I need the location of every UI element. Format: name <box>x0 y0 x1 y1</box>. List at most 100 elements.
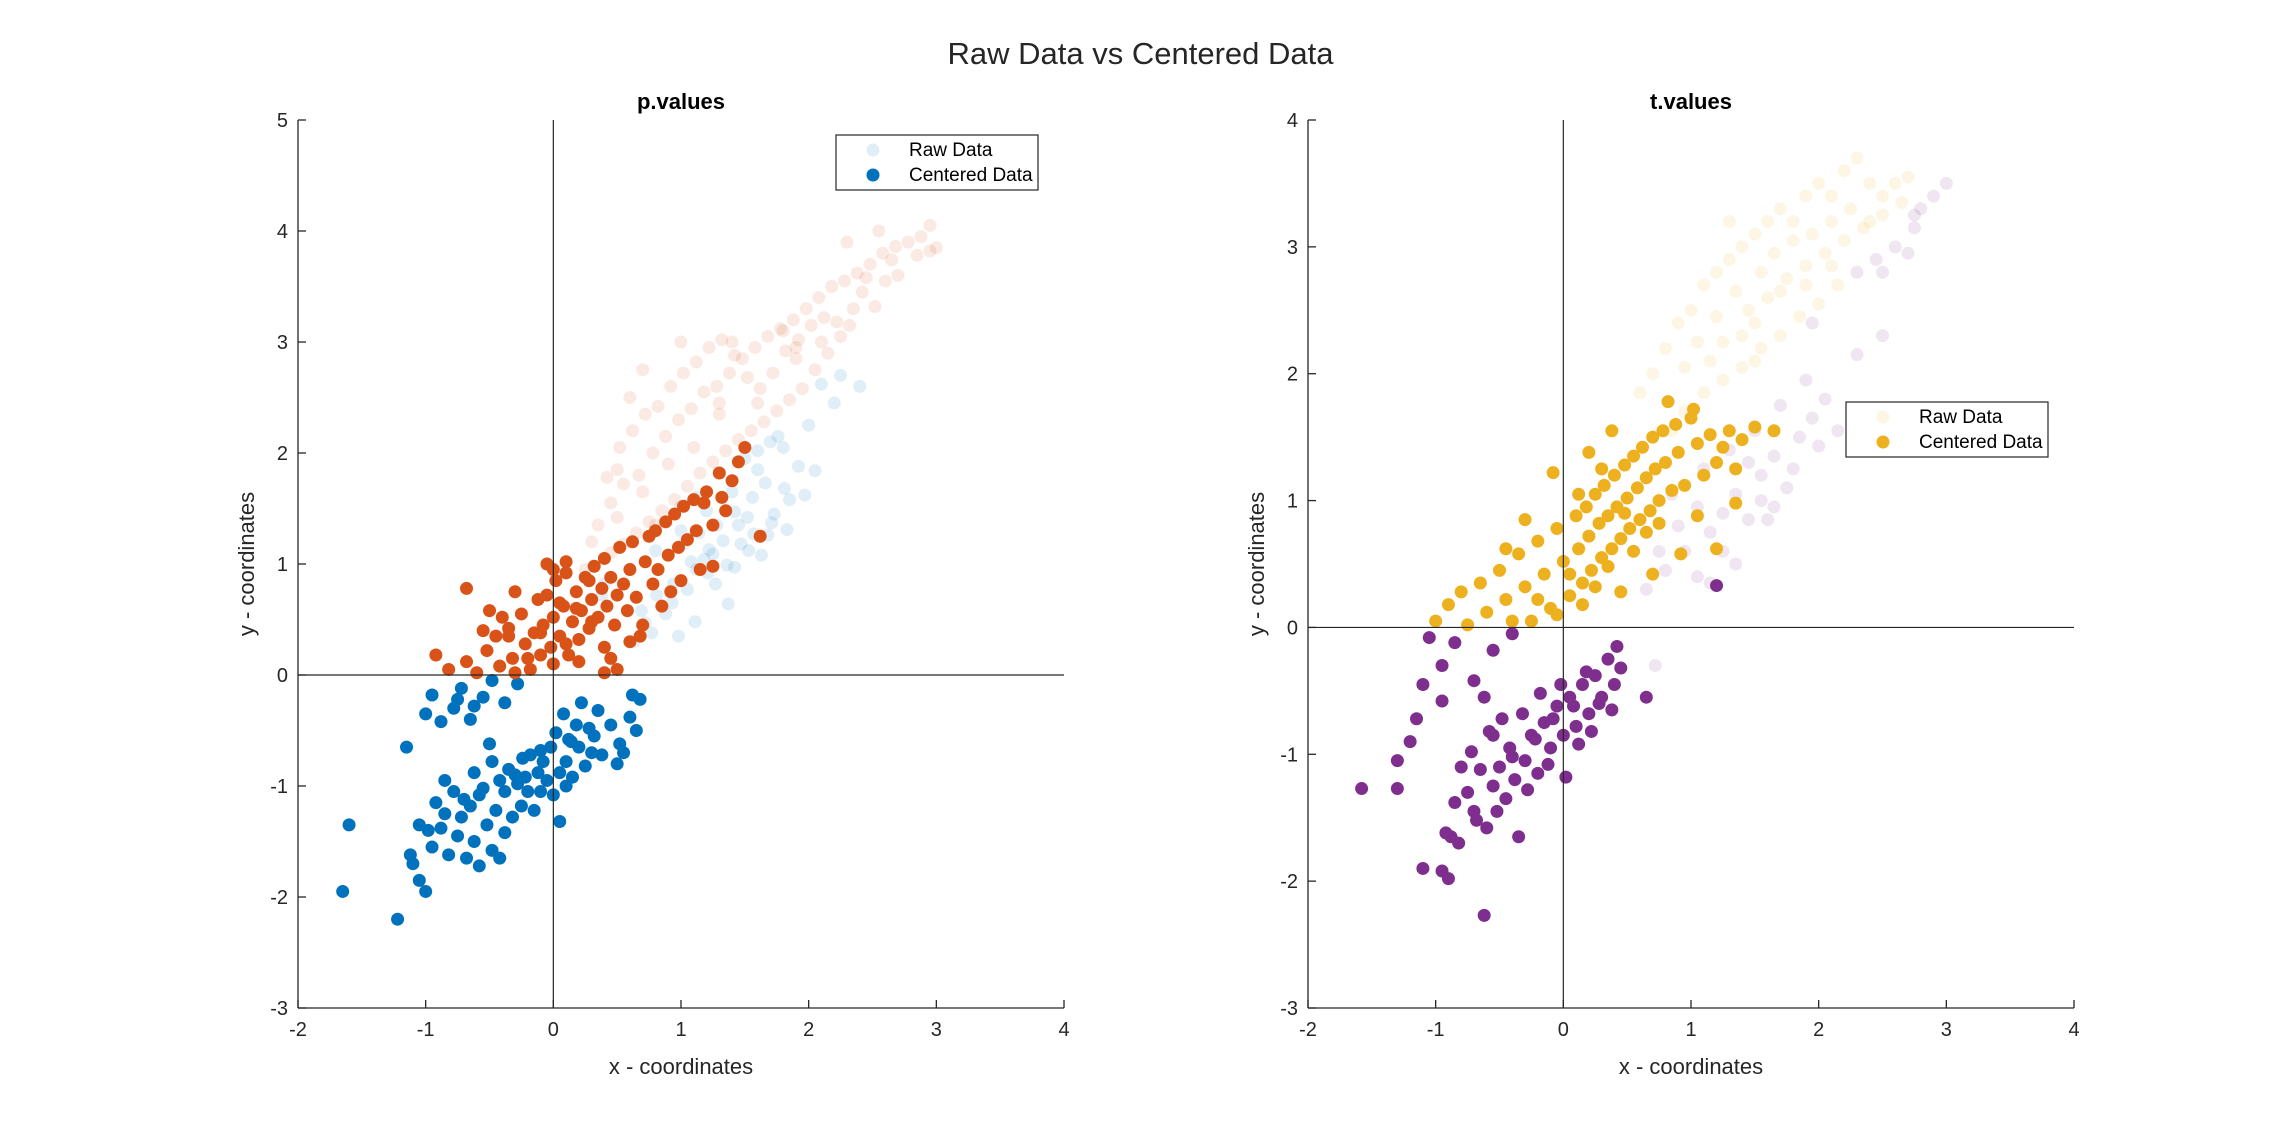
data-point <box>600 599 614 613</box>
data-point <box>814 335 828 349</box>
data-point <box>1588 487 1602 501</box>
data-point <box>582 574 596 588</box>
data-point <box>1831 278 1845 292</box>
data-point <box>1563 589 1577 603</box>
data-point <box>885 253 899 267</box>
data-point <box>1493 563 1506 577</box>
data-point <box>876 246 890 260</box>
data-point <box>715 490 729 504</box>
data-point <box>1690 570 1704 584</box>
data-point <box>1856 221 1870 235</box>
legend-label: Raw Data <box>1919 407 2003 428</box>
data-point <box>648 544 662 558</box>
data-point <box>1690 436 1704 450</box>
data-point <box>1627 544 1641 558</box>
y-tick-label: 4 <box>277 221 288 243</box>
data-point <box>549 726 563 740</box>
data-point <box>472 788 486 802</box>
data-point <box>1850 348 1864 362</box>
data-point <box>1793 430 1807 444</box>
data-point <box>1656 424 1670 438</box>
data-point <box>721 597 735 611</box>
data-point <box>1582 529 1596 543</box>
data-point <box>1914 202 1928 216</box>
data-point <box>859 271 873 285</box>
data-point <box>651 563 665 577</box>
data-point <box>534 785 548 799</box>
data-point <box>1461 618 1475 632</box>
data-point <box>595 581 609 595</box>
data-point <box>728 560 742 574</box>
data-point <box>751 396 765 410</box>
data-point <box>665 596 679 610</box>
data-point <box>1773 398 1787 412</box>
data-point <box>1464 745 1478 759</box>
y-tick-label: 3 <box>277 332 288 354</box>
data-point <box>518 637 532 651</box>
x-tick-label: -1 <box>417 1019 435 1041</box>
data-point <box>702 543 716 557</box>
data-point <box>514 799 528 813</box>
data-point <box>1452 836 1466 850</box>
data-point <box>659 429 673 443</box>
data-point <box>1646 567 1660 581</box>
x-tick-label: 4 <box>1058 1019 1069 1041</box>
data-point <box>1805 411 1819 425</box>
data-point <box>758 476 772 490</box>
data-point <box>1454 585 1468 599</box>
data-point <box>467 766 481 780</box>
data-point <box>827 396 841 410</box>
data-point <box>1729 496 1743 510</box>
data-point <box>1618 458 1632 472</box>
data-point <box>1735 433 1749 447</box>
data-point <box>623 710 637 724</box>
data-point <box>604 651 618 665</box>
data-point <box>1888 240 1902 254</box>
data-point <box>1635 440 1649 454</box>
data-point <box>1799 278 1813 292</box>
data-point <box>1658 341 1672 355</box>
data-point <box>559 555 573 569</box>
data-point <box>1876 208 1889 222</box>
data-point <box>521 785 535 799</box>
data-point <box>540 588 554 602</box>
data-point <box>632 468 646 482</box>
data-point <box>740 510 754 524</box>
data-point <box>521 651 535 665</box>
data-point <box>766 366 780 380</box>
data-point <box>1844 202 1858 216</box>
data-point <box>1671 445 1685 459</box>
data-point <box>1569 509 1583 523</box>
data-point <box>740 371 754 385</box>
data-point <box>476 624 490 638</box>
data-point <box>680 533 694 547</box>
data-point <box>1355 782 1369 796</box>
data-point <box>1607 468 1621 482</box>
data-point <box>1652 544 1666 558</box>
data-point <box>645 626 659 640</box>
data-point <box>562 648 576 662</box>
data-point <box>505 810 519 824</box>
data-point <box>1435 658 1449 672</box>
data-point <box>789 352 803 366</box>
data-point <box>706 455 720 469</box>
data-point <box>1512 547 1526 561</box>
data-point <box>716 534 730 548</box>
data-point <box>708 577 722 591</box>
data-point <box>664 585 678 599</box>
data-point <box>1614 585 1628 599</box>
data-point <box>578 759 592 773</box>
data-point <box>569 601 583 615</box>
data-point <box>671 413 685 427</box>
data-point <box>636 485 650 499</box>
data-point <box>1773 329 1787 343</box>
data-point <box>1710 579 1724 593</box>
data-point <box>1669 417 1683 431</box>
panel-title: t.values <box>1650 89 1732 114</box>
data-point <box>1518 513 1532 527</box>
data-point <box>1671 316 1685 330</box>
data-point <box>1639 525 1653 539</box>
data-point <box>1812 439 1826 453</box>
data-point <box>604 496 618 510</box>
